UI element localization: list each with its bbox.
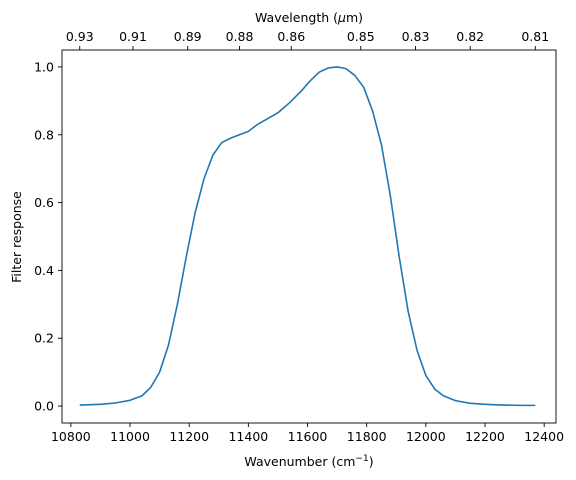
x-tick-label: 11800 — [347, 429, 387, 444]
y-tick-label: 0.0 — [34, 399, 54, 414]
y-axis-label: Filter response — [9, 191, 24, 283]
top-tick-label: 0.93 — [66, 29, 94, 44]
top-tick-label: 0.85 — [347, 29, 375, 44]
x-axis-label-superscript: −1 — [355, 454, 368, 464]
top-tick-label: 0.83 — [402, 29, 430, 44]
axes-layer: 10800 11000 11200 11400 11600 11800 12000 12200… — [34, 29, 564, 444]
x-axis-label: Wavenumber (cm−1) — [244, 454, 373, 469]
top-x-axis-label-mu: μ — [337, 10, 346, 25]
axes-frame — [61, 49, 557, 424]
x-tick-label: 12200 — [465, 429, 505, 444]
x-tick-label: 11000 — [110, 429, 150, 444]
top-tick-label: 0.82 — [456, 29, 484, 44]
top-tick-label: 0.81 — [521, 29, 549, 44]
plot-area — [62, 50, 556, 423]
x-tick-label: 11600 — [288, 429, 328, 444]
x-tick-label: 12400 — [524, 429, 564, 444]
top-tick-label: 0.88 — [226, 29, 254, 44]
top-x-axis-label: Wavelength (μm) — [255, 10, 363, 25]
y-tick-label: 0.4 — [34, 263, 54, 278]
y-tick-label: 0.8 — [34, 127, 54, 142]
x-tick-label: 10800 — [51, 429, 91, 444]
data-layer — [79, 66, 536, 407]
x-tick-label: 12000 — [406, 429, 446, 444]
top-tick-label: 0.86 — [277, 29, 305, 44]
top-tick-label: 0.89 — [174, 29, 202, 44]
series-line — [79, 66, 536, 407]
y-tick-label: 0.6 — [34, 195, 54, 210]
x-tick-label: 11400 — [228, 429, 268, 444]
y-tick-label: 1.0 — [34, 59, 54, 74]
plot-background — [62, 50, 556, 423]
x-tick-label: 11200 — [169, 429, 209, 444]
y-tick-label: 0.2 — [34, 331, 54, 346]
top-tick-label: 0.91 — [119, 29, 147, 44]
